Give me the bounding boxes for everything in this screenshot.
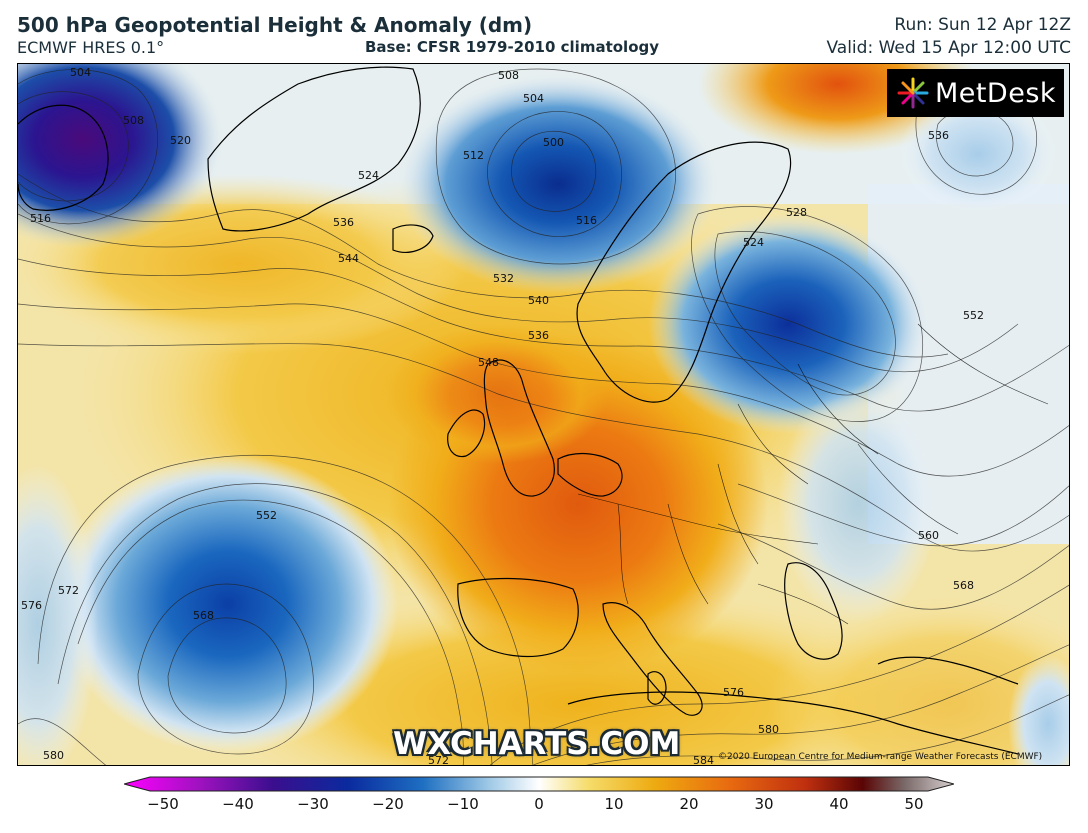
contour-label: 504 [523, 92, 544, 105]
colorbar-tick: 20 [679, 795, 699, 813]
coastlines [18, 66, 1019, 755]
contour-label: 520 [170, 134, 191, 147]
colorbar-tick: −30 [297, 795, 329, 813]
anomaly-low-atlantic [58, 454, 398, 754]
contour-label: 524 [358, 169, 379, 182]
valid-time: Valid: Wed 15 Apr 12:00 UTC [826, 38, 1071, 58]
iceland-coast [392, 224, 434, 253]
colorbar-tick: −10 [447, 795, 479, 813]
anomaly-low-scandinavia [648, 214, 928, 434]
greenland-coast [207, 66, 421, 232]
contour-label: 512 [463, 149, 484, 162]
run-time: Run: Sun 12 Apr 12Z [894, 15, 1071, 35]
contour-label: 568 [953, 579, 974, 592]
height-contours [18, 68, 1069, 765]
map-panel: 504 500 508 520 512 524 516 504 508 536 … [17, 63, 1070, 766]
contour-label: 536 [333, 216, 354, 229]
colorbar-tick: 0 [534, 795, 544, 813]
climatology-base: Base: CFSR 1979-2010 climatology [365, 38, 660, 56]
contour-label: 548 [478, 356, 499, 369]
contour-label: 580 [758, 723, 779, 736]
contour-label: 528 [786, 206, 807, 219]
contour-label: 536 [528, 329, 549, 342]
contour-labels: 504 500 508 520 512 524 516 504 508 536 … [21, 66, 984, 766]
contour-label: 524 [743, 236, 764, 249]
colorbar-tick: −40 [222, 795, 254, 813]
contour-label: 552 [963, 309, 984, 322]
iberia-coast [457, 577, 579, 658]
copyright-notice: ©2020 European Centre for Medium-range W… [718, 752, 1043, 762]
colorbar-tick: 30 [754, 795, 774, 813]
colorbar-tick: 50 [904, 795, 924, 813]
colorbar-tick: 10 [604, 795, 624, 813]
metdesk-logo: MetDesk [887, 69, 1064, 117]
contour-label: 572 [428, 754, 449, 766]
contour-label: 580 [43, 749, 64, 762]
contour-label: 568 [193, 609, 214, 622]
model-name: ECMWF HRES 0.1° [17, 38, 165, 57]
country-borders [577, 323, 1049, 625]
starburst-logo-icon [897, 77, 929, 109]
contour-label: 508 [498, 69, 519, 82]
watermark: WXCHARTS.COM [393, 726, 681, 762]
colorbar-tick: −20 [372, 795, 404, 813]
contour-label: 504 [70, 66, 91, 79]
anomaly-low-norwegian-sea [398, 74, 718, 294]
baffin-coast [18, 104, 109, 211]
great-britain-coast [483, 359, 555, 497]
logo-text: MetDesk [934, 77, 1057, 109]
ireland-coast [447, 409, 486, 458]
sardinia-coast [647, 671, 667, 705]
contour-label: 572 [58, 584, 79, 597]
colorbar-tick: −50 [147, 795, 179, 813]
contour-label: 560 [918, 529, 939, 542]
north-sea-coast [557, 453, 623, 497]
colorbar-tick: 40 [829, 795, 849, 813]
turkey-coast [877, 656, 1019, 685]
contour-label: 540 [528, 294, 549, 307]
colorbar-ticks: −50 −40 −30 −20 −10 0 10 20 30 40 50 [0, 795, 1088, 817]
contour-label: 584 [693, 754, 714, 766]
contour-label: 576 [723, 686, 744, 699]
north-africa-coast [567, 691, 1019, 755]
italy-coast [602, 602, 703, 716]
anomaly-map: 504 500 508 520 512 524 516 504 508 536 … [18, 64, 1069, 766]
contour-label: 576 [21, 599, 42, 612]
contour-label: 508 [123, 114, 144, 127]
anomaly-colorbar [124, 776, 954, 792]
contour-label: 532 [493, 272, 514, 285]
balkans-coast [784, 562, 843, 660]
contour-label: 544 [338, 252, 359, 265]
chart-title: 500 hPa Geopotential Height & Anomaly (d… [17, 13, 533, 37]
scandinavia-coast [576, 141, 792, 403]
contour-label: 516 [576, 214, 597, 227]
contour-label: 516 [30, 212, 51, 225]
contour-label: 500 [543, 136, 564, 149]
contour-label: 536 [928, 129, 949, 142]
contour-label: 552 [256, 509, 277, 522]
